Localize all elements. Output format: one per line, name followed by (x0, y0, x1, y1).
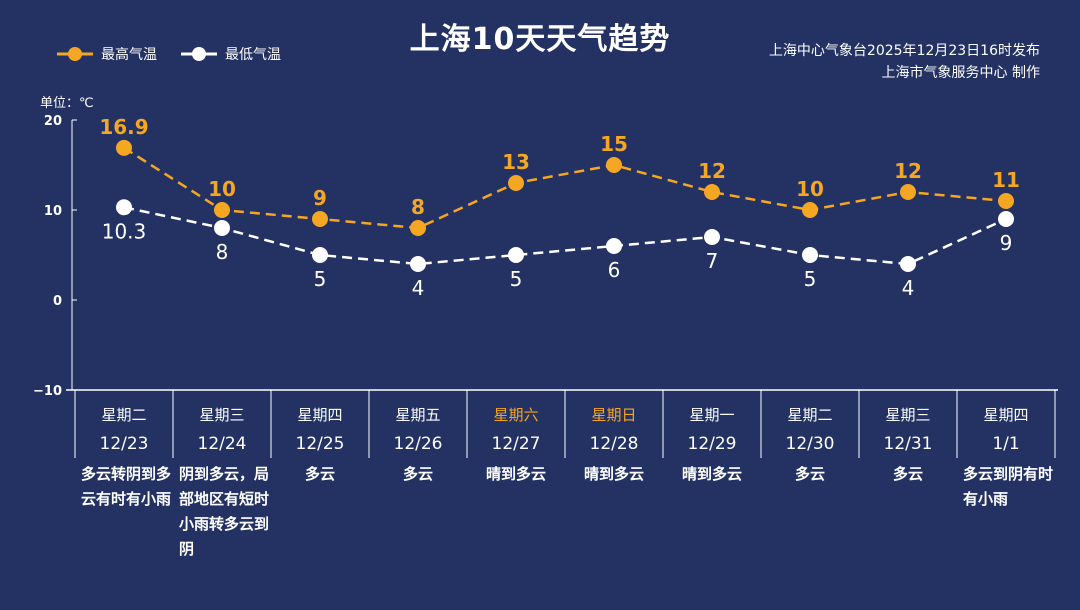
weekday-label: 星期五 (395, 406, 441, 424)
data-point-low (508, 247, 524, 263)
weekday-label: 星期二 (101, 406, 147, 424)
legend-marker-high-icon (57, 47, 93, 61)
data-point-high (508, 175, 524, 191)
data-label-high: 12 (894, 159, 922, 183)
data-point-low (214, 220, 230, 236)
data-label-low: 4 (902, 276, 915, 300)
date-label: 12/25 (295, 434, 345, 454)
y-tick-label: 20 (44, 114, 62, 129)
data-label-high: 15 (600, 132, 628, 156)
data-label-high: 13 (502, 150, 530, 174)
legend-label-low: 最低气温 (225, 47, 281, 63)
table-column-header: 星期一 12/29 (663, 392, 761, 454)
date-label: 12/28 (589, 434, 639, 454)
data-point-high (802, 202, 818, 218)
date-label: 1/1 (992, 434, 1020, 454)
data-point-high (410, 220, 426, 236)
chart-title: 上海10天天气趋势 (409, 22, 671, 57)
date-label: 12/31 (883, 434, 933, 454)
data-label-low: 4 (412, 276, 425, 300)
date-label: 12/30 (785, 434, 835, 454)
weather-description: 多云 (402, 465, 433, 483)
data-point-low (606, 238, 622, 254)
weather-description: 晴到多云 (681, 465, 742, 483)
table-column-header: 星期六 12/27 (467, 392, 565, 454)
legend-item-high: 最高气温 (55, 44, 157, 64)
data-label-low: 5 (510, 267, 523, 291)
table-column-header: 星期三 12/24 (173, 392, 271, 454)
data-point-low (704, 229, 720, 245)
weekday-label: 星期二 (787, 406, 833, 424)
weekday-label: 星期三 (885, 406, 931, 424)
y-axis-unit: 单位：℃ (40, 96, 94, 111)
data-label-high: 16.9 (99, 115, 148, 139)
series-line-high (123, 146, 1007, 230)
weather-description: 多云 (794, 465, 825, 483)
legend-marker-low-icon (181, 47, 217, 61)
data-point-low (998, 211, 1014, 227)
weather-description: 多云转阴到多云有时有小雨 (81, 465, 172, 508)
weekday-label: 星期三 (199, 406, 245, 424)
weather-description: 多云 (304, 465, 335, 483)
data-point-high (704, 184, 720, 200)
table-column-header: 星期日 12/28 (565, 392, 663, 454)
data-point-high (214, 202, 230, 218)
weather-description: 晴到多云 (485, 465, 546, 483)
date-label: 12/26 (393, 434, 443, 454)
weekday-label: 星期日 (591, 406, 637, 424)
legend: 最高气温 最低气温 (55, 44, 281, 64)
table-column-header: 星期三 12/31 (859, 392, 957, 454)
source-line-2: 上海市气象服务中心 制作 (881, 65, 1040, 81)
data-label-high: 10 (208, 177, 236, 201)
y-tick-label: −10 (33, 384, 62, 399)
table-column-header: 星期二 12/23 (75, 392, 173, 454)
data-label-low: 6 (608, 258, 621, 282)
data-point-low (900, 256, 916, 272)
weekday-label: 星期四 (297, 406, 343, 424)
weather-description: 阴到多云，局部地区有短时小雨转多云到阴 (179, 465, 270, 558)
data-point-high (606, 157, 622, 173)
source-line-1: 上海中心气象台2025年12月23日16时发布 (768, 43, 1040, 59)
table-column-header: 星期五 12/26 (369, 392, 467, 454)
data-label-low: 5 (314, 267, 327, 291)
weather-description: 多云到阴有时有小雨 (963, 465, 1054, 508)
date-label: 12/27 (491, 434, 541, 454)
legend-label-high: 最高气温 (101, 47, 157, 63)
weekday-label: 星期一 (689, 406, 735, 424)
data-point-low (116, 199, 132, 216)
y-tick-label: 0 (53, 294, 62, 309)
date-label: 12/24 (197, 434, 247, 454)
data-label-low: 10.3 (102, 219, 147, 243)
weekday-label: 星期六 (493, 406, 539, 424)
data-label-high: 11 (992, 168, 1020, 192)
data-label-low: 5 (804, 267, 817, 291)
date-label: 12/29 (687, 434, 737, 454)
weather-description: 晴到多云 (583, 465, 644, 483)
data-point-low (410, 256, 426, 272)
data-point-high (998, 193, 1014, 209)
table-column-header: 星期四 12/25 (271, 392, 369, 454)
data-label-high: 8 (411, 195, 425, 219)
date-label: 12/23 (99, 434, 149, 454)
source-note: 上海中心气象台2025年12月23日16时发布 上海市气象服务中心 制作 (769, 40, 1040, 84)
weekday-label: 星期四 (983, 406, 1029, 424)
data-label-high: 10 (796, 177, 824, 201)
table-column-header: 星期二 12/30 (761, 392, 859, 454)
data-label-high: 9 (313, 186, 327, 210)
data-label-low: 9 (1000, 231, 1013, 255)
data-point-high (116, 139, 132, 156)
y-tick-label: 10 (44, 204, 62, 219)
data-label-low: 7 (706, 249, 719, 273)
table-column-header: 星期四 1/1 (957, 392, 1055, 454)
data-label-low: 8 (216, 240, 229, 264)
weather-description: 多云 (892, 465, 923, 483)
data-point-high (312, 211, 328, 227)
data-point-low (802, 247, 818, 263)
legend-item-low: 最低气温 (179, 44, 281, 64)
data-label-high: 12 (698, 159, 726, 183)
series-line-low (123, 206, 1007, 266)
data-point-high (900, 184, 916, 200)
data-point-low (312, 247, 328, 263)
